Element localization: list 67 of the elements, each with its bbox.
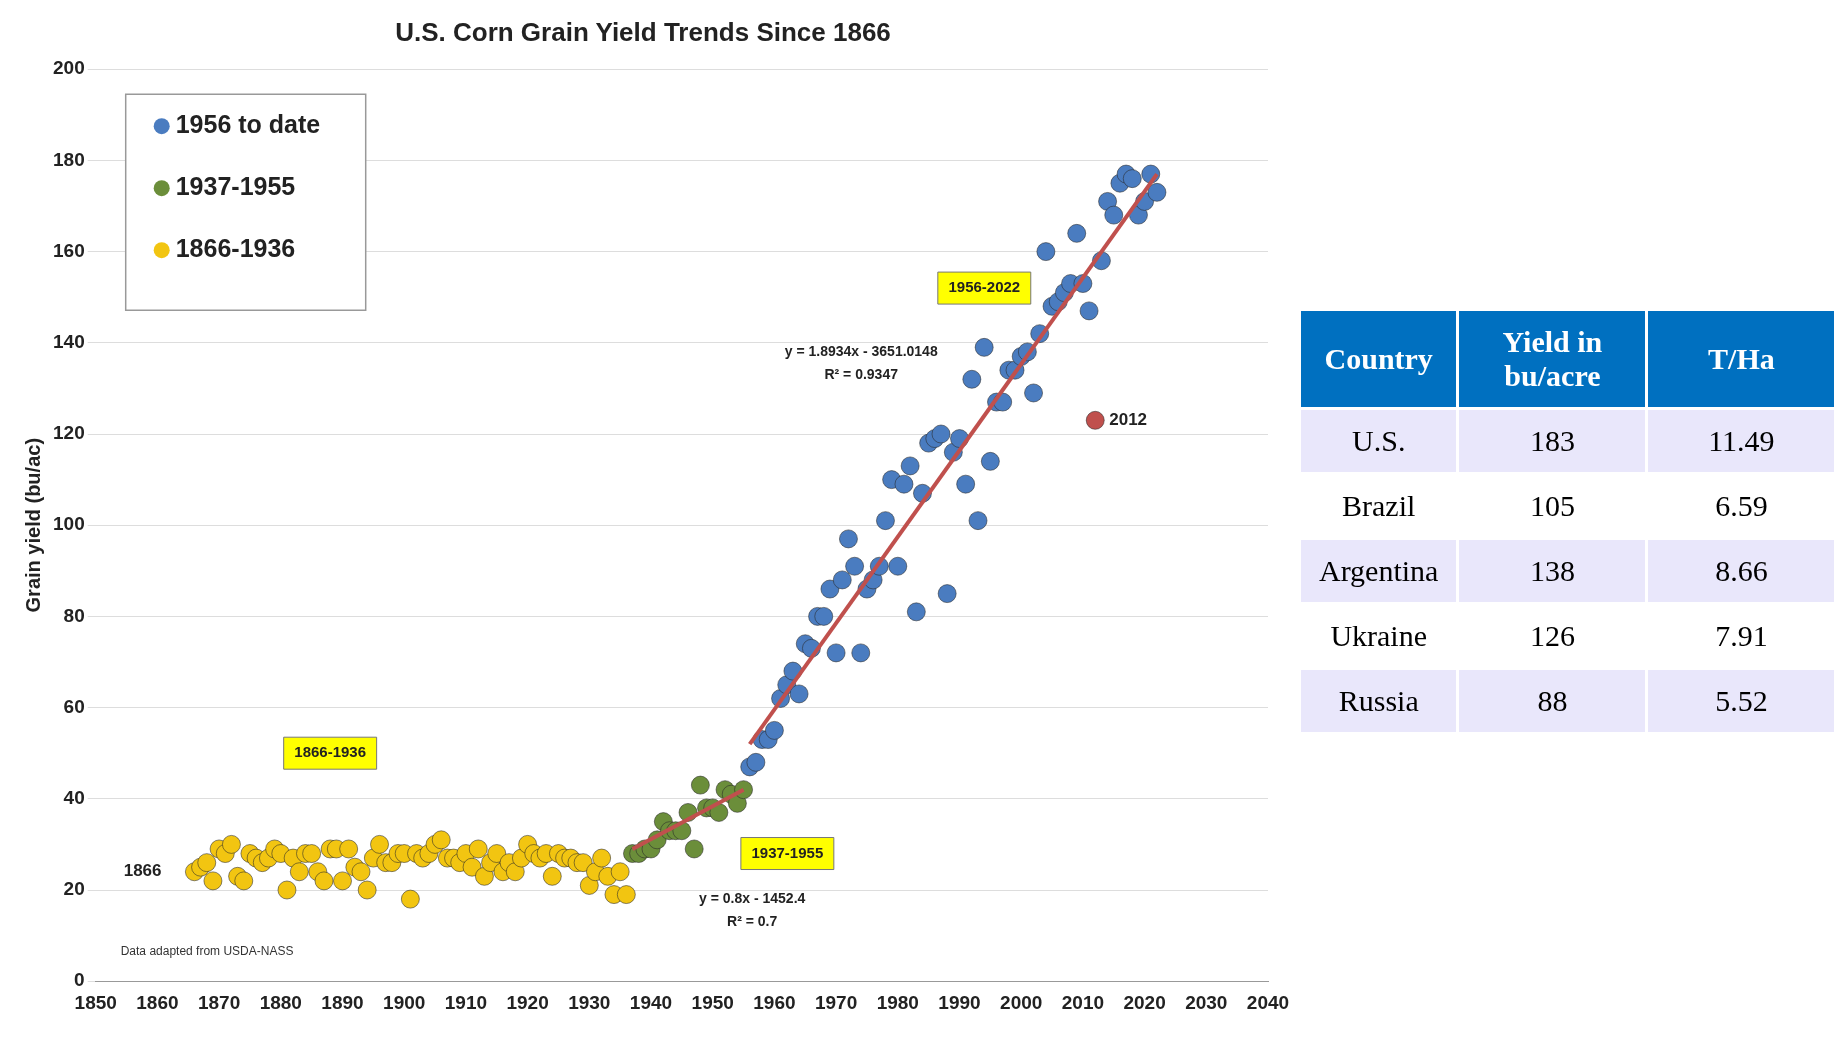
- x-tick-label: 1990: [938, 991, 981, 1013]
- x-tick-label: 1970: [814, 991, 858, 1013]
- y-tick-label: 160: [53, 239, 85, 261]
- text: 5.52: [1715, 684, 1768, 717]
- x-tick-label: 2030: [1185, 991, 1228, 1013]
- text: 126: [1529, 619, 1575, 652]
- x-tick-label: 1940: [629, 991, 673, 1013]
- legend-label: 1866-1936: [175, 234, 296, 263]
- annotation: Data adapted from USDA-NASS: [120, 943, 294, 958]
- x-tick-label: 1880: [259, 991, 302, 1013]
- y-axis-title: Grain yield (bu/ac): [21, 437, 44, 613]
- chart-title: U.S. Corn Grain Yield Trends Since 1866: [395, 16, 891, 47]
- annotation: 1956-2022: [948, 278, 1021, 296]
- x-tick-label: 1960: [753, 991, 796, 1013]
- series-label: 2012: [1109, 410, 1148, 430]
- text: 105: [1529, 489, 1575, 522]
- y-tick-label: 140: [53, 331, 85, 353]
- x-tick-label: 1910: [444, 991, 488, 1013]
- legend-label: 1956 to date: [175, 110, 321, 139]
- y-tick-label: 60: [63, 695, 85, 717]
- y-tick-label: 80: [63, 604, 85, 626]
- y-tick-label: 100: [53, 513, 85, 535]
- legend-label: 1937-1955: [175, 172, 296, 201]
- category-label: Yield in bu/acre: [1457, 309, 1647, 409]
- x-tick-label: 1860: [136, 991, 179, 1013]
- point: [1085, 410, 1105, 430]
- annotation: 1937-1955: [751, 843, 824, 861]
- text: Country: [1299, 309, 1458, 409]
- x-tick-label: 1850: [74, 991, 117, 1013]
- y-tick-label: 180: [53, 148, 85, 170]
- category-label: Argentina: [1319, 554, 1439, 587]
- x-tick-label: 1980: [876, 991, 919, 1013]
- category-label: Ukraine: [1330, 619, 1428, 652]
- annotation: 1866: [123, 861, 162, 881]
- y-tick-label: 200: [53, 57, 85, 79]
- y-tick-label: 20: [63, 878, 85, 900]
- category-label: Russia: [1338, 684, 1419, 717]
- category-label: Brazil: [1342, 489, 1416, 522]
- text: 7.91: [1715, 619, 1768, 652]
- point: [690, 775, 710, 795]
- point: [684, 839, 704, 859]
- y-tick-label: 40: [63, 787, 85, 809]
- annotation: y = 0.8x - 1452.4: [699, 889, 806, 906]
- annotation: y = 1.8934x - 3651.0148: [784, 342, 938, 359]
- text: 8.66: [1715, 554, 1768, 587]
- x-tick-label: 1920: [506, 991, 549, 1013]
- category-label: U.S.: [1352, 424, 1406, 457]
- x-tick-label: 1930: [568, 991, 611, 1013]
- x-tick-label: 1870: [197, 991, 241, 1013]
- annotation: 1866-1936: [294, 743, 367, 761]
- annotation: R² = 0.9347: [824, 365, 899, 382]
- x-tick-label: 1950: [691, 991, 734, 1013]
- x-tick-label: 2040: [1246, 991, 1290, 1013]
- x-tick-label: 1890: [321, 991, 364, 1013]
- x-tick-label: 2020: [1123, 991, 1166, 1013]
- x-tick-label: 2010: [1061, 991, 1105, 1013]
- text: 11.49: [1708, 424, 1775, 457]
- text: 6.59: [1715, 489, 1768, 522]
- x-tick-label: 1900: [383, 991, 426, 1013]
- text: 138: [1529, 554, 1575, 587]
- text: 88: [1537, 684, 1568, 717]
- annotation: R² = 0.7: [727, 912, 778, 929]
- category-label: T/Ha: [1646, 309, 1836, 409]
- text: 183: [1529, 424, 1575, 457]
- x-tick-label: 2000: [1000, 991, 1043, 1013]
- y-tick-label: 0: [74, 969, 85, 991]
- y-tick-label: 120: [53, 422, 85, 444]
